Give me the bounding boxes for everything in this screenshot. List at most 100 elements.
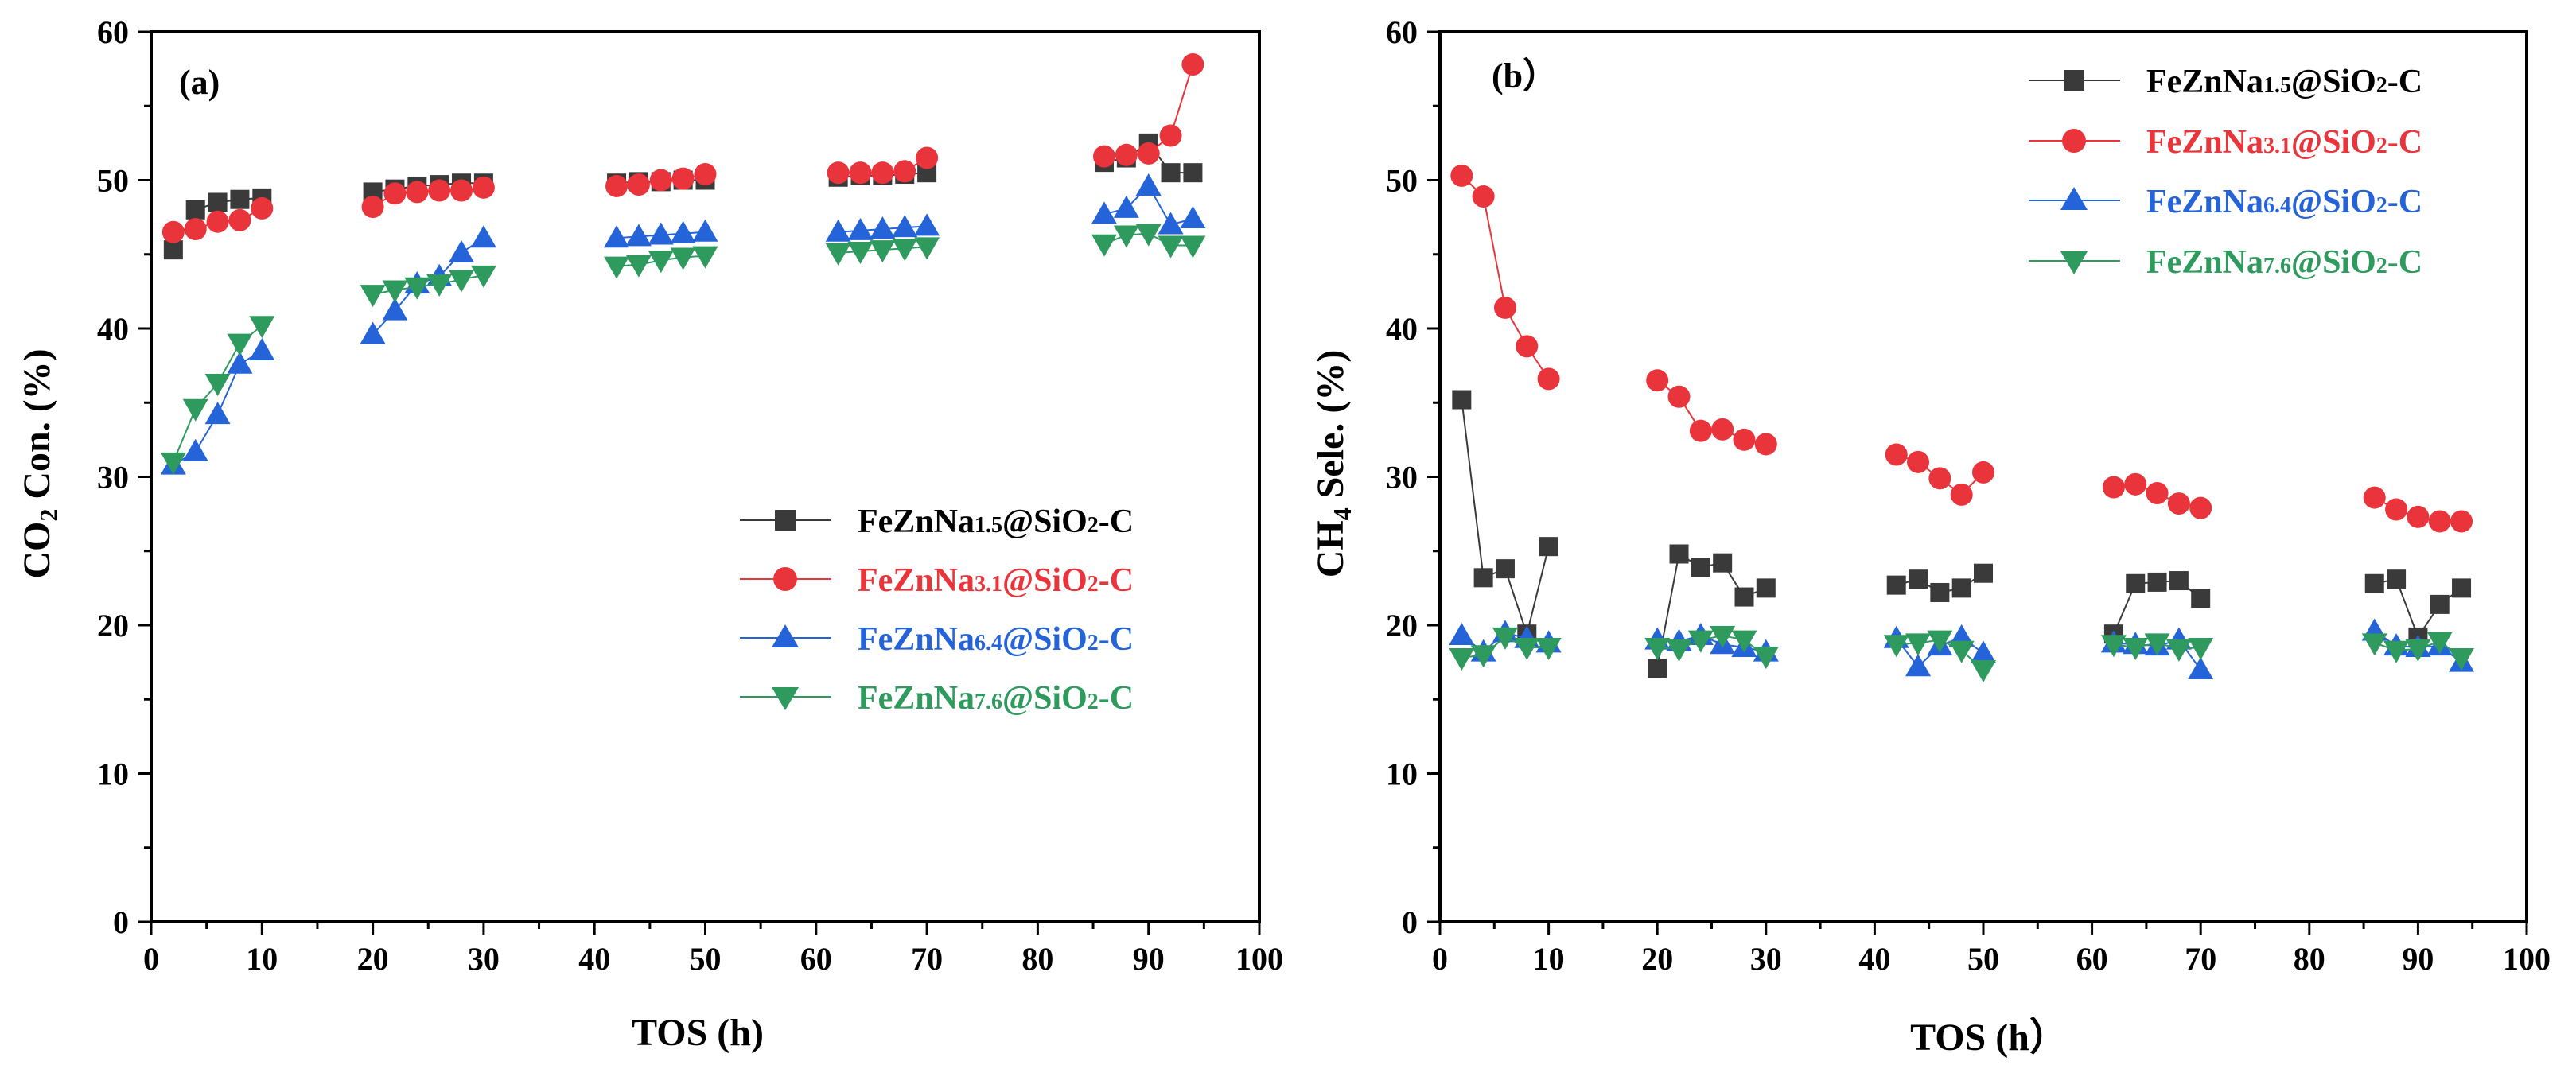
legend-marker-circle: [2062, 129, 2086, 153]
data-point: [472, 176, 495, 199]
data-point: [2102, 476, 2125, 499]
data-point: [1535, 637, 1562, 660]
legend-label-sub: 6.4: [2263, 193, 2291, 218]
data-point: [1687, 630, 1714, 653]
legend-item: FeZnNa3.1@SiO2-C: [740, 562, 1134, 599]
y-tick-label: 0: [113, 904, 129, 940]
legend-label-sub2: 2: [1088, 572, 1099, 597]
data-point: [406, 181, 429, 204]
data-point: [1667, 385, 1691, 408]
data-point: [1905, 654, 1932, 677]
y-tick-label: 10: [1386, 756, 1418, 792]
data-point: [670, 220, 696, 243]
data-point: [692, 246, 718, 269]
legend-label-base: FeZnNa: [858, 562, 975, 599]
data-point: [184, 218, 207, 241]
y-tick-label: 10: [97, 756, 129, 792]
data-point: [1537, 367, 1560, 391]
x-tick-label: 80: [1021, 941, 1053, 977]
data-point: [204, 374, 231, 397]
y-tick-label: 40: [97, 311, 129, 347]
data-point: [251, 196, 274, 220]
data-point: [2146, 482, 2169, 505]
data-point: [1733, 428, 1756, 451]
legend-item: FeZnNa7.6@SiO2-C: [2029, 244, 2422, 281]
data-point: [892, 239, 918, 262]
data-point: [1470, 645, 1496, 668]
data-point: [1495, 559, 1515, 579]
legend-label-mid: @SiO: [1002, 562, 1088, 599]
data-point: [1473, 568, 1493, 588]
data-point: [404, 277, 430, 300]
x-tick-label: 20: [357, 941, 389, 977]
data-point: [1927, 630, 1953, 653]
legend-item: FeZnNa7.6@SiO2-C: [740, 680, 1134, 717]
data-point: [671, 167, 695, 190]
data-point: [2364, 573, 2384, 593]
data-point: [893, 160, 916, 183]
data-point: [625, 255, 652, 278]
data-point: [2126, 573, 2146, 593]
data-point: [605, 174, 628, 197]
x-tick-label: 100: [1235, 941, 1283, 977]
legend-label-sub2: 2: [1088, 513, 1099, 538]
legend-label-sub: 6.4: [975, 631, 1002, 655]
data-point: [649, 169, 672, 192]
legend-marker-triangle-up: [2060, 187, 2088, 210]
y-axis-label-main: CH: [1309, 520, 1352, 577]
legend-label: FeZnNa7.6@SiO2-C: [2146, 244, 2422, 281]
data-point: [670, 247, 696, 270]
data-point: [2430, 594, 2450, 614]
data-point: [1158, 212, 1184, 235]
data-point: [2165, 639, 2192, 662]
data-point: [382, 280, 408, 303]
data-point: [1756, 578, 1776, 598]
y-axis-label-main: CO: [16, 522, 58, 579]
data-point: [185, 200, 205, 220]
panel-label: (a): [179, 63, 220, 102]
series-1: [161, 53, 1204, 243]
legend-label-end: -C: [2387, 64, 2422, 100]
x-tick-label: 70: [2185, 941, 2216, 977]
data-point: [2385, 498, 2408, 521]
data-point: [1449, 623, 1475, 646]
data-point: [1971, 659, 1996, 682]
legend-marker-triangle-down: [772, 687, 799, 710]
data-point: [1091, 201, 1117, 224]
data-point: [1905, 633, 1932, 656]
legend-label-base: FeZnNa: [858, 503, 975, 540]
x-tick-label: 90: [2402, 941, 2434, 977]
legend-label-sub2: 2: [2376, 134, 2387, 158]
legend-label-sub: 7.6: [2263, 254, 2291, 278]
data-point: [1950, 483, 1973, 506]
legend: FeZnNa1.5@SiO2-C FeZnNa3.1@SiO2-C FeZnNa…: [740, 503, 1134, 717]
data-point: [692, 219, 718, 242]
legend-label-base: FeZnNa: [2146, 64, 2263, 100]
data-point: [227, 351, 253, 374]
data-point: [1161, 163, 1181, 183]
data-point: [2407, 505, 2430, 528]
legend-label: FeZnNa3.1@SiO2-C: [2146, 124, 2422, 161]
data-point: [1472, 185, 1495, 208]
data-point: [382, 297, 408, 321]
data-point: [1754, 433, 1777, 456]
legend-item: FeZnNa1.5@SiO2-C: [2029, 64, 2422, 100]
data-point: [2188, 656, 2214, 679]
x-tick-label: 90: [1133, 941, 1165, 977]
legend-label-sub2: 2: [1088, 631, 1099, 655]
data-point: [1452, 390, 1472, 410]
legend-label-mid: @SiO: [1002, 680, 1088, 717]
legend-label-sub: 3.1: [2263, 134, 2291, 158]
y-axis-label-sub: 4: [1328, 507, 1356, 520]
data-point: [2167, 492, 2190, 515]
data-point: [1930, 582, 1950, 602]
legend-item: FeZnNa1.5@SiO2-C: [740, 503, 1134, 540]
data-point: [1137, 142, 1160, 165]
data-point: [2144, 633, 2170, 656]
y-tick-label: 40: [1386, 311, 1418, 347]
data-point: [230, 189, 250, 209]
data-point: [1646, 369, 1669, 392]
data-point: [161, 220, 185, 243]
data-point: [1092, 145, 1115, 168]
